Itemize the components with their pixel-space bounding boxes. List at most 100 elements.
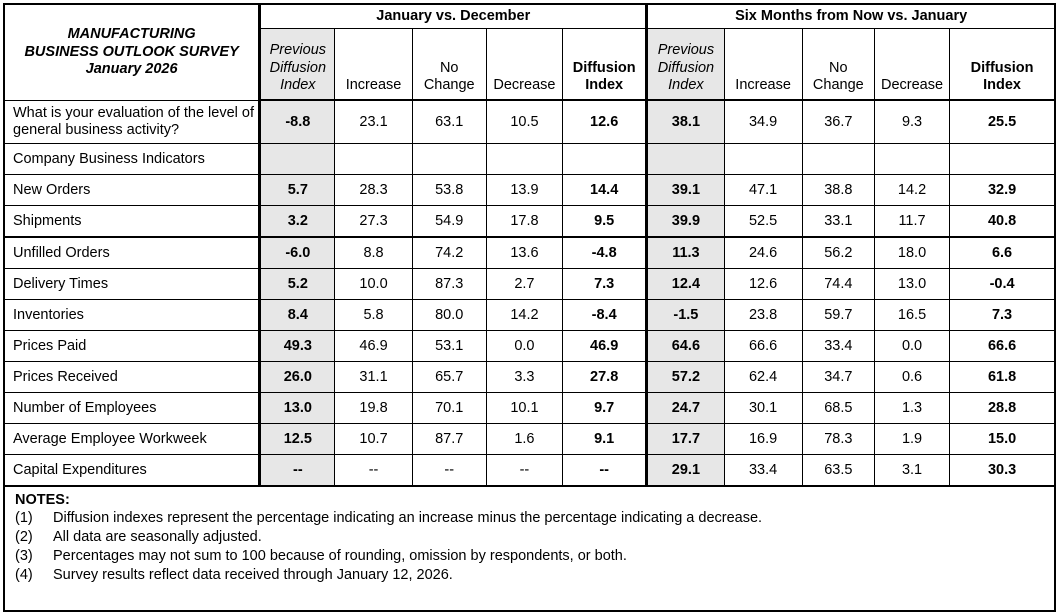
column-header-jan-decrease: Decrease (485, 28, 564, 102)
cell-jan-prev-diffusion: 5.2 (258, 268, 336, 301)
cell-six-increase: 47.1 (723, 174, 803, 207)
cell-jan-diffusion-index: 9.1 (562, 423, 648, 456)
cell-six-prev-diffusion: 12.4 (645, 268, 725, 301)
cell-jan-decrease: 13.6 (485, 236, 564, 270)
survey-title-line3: January 2026 (85, 61, 178, 78)
column-header-jan-increase: Increase (334, 28, 413, 102)
cell-six-diffusion-index: 25.5 (949, 99, 1054, 145)
note-text: All data are seasonally adjusted. (53, 529, 262, 546)
cell-jan-decrease: 3.3 (485, 361, 564, 394)
cell-six-no-change: 36.7 (801, 99, 875, 145)
table-row: Prices Received 26.0 31.1 65.7 3.3 27.8 57.2 62… (5, 361, 1054, 394)
note-number: (4) (15, 567, 33, 584)
cell-jan-increase: -- (334, 454, 413, 488)
cell-jan-no-change: 74.2 (411, 236, 487, 270)
row-label: Prices Received (5, 361, 261, 394)
note-number: (3) (15, 548, 33, 565)
cell-jan-increase: 10.0 (334, 268, 413, 301)
cell-jan-decrease (485, 143, 564, 176)
cell-six-decrease: 11.7 (873, 205, 951, 239)
note-text: Survey results reflect data received thr… (53, 567, 453, 584)
cell-jan-decrease: 0.0 (485, 330, 564, 363)
row-label: Average Employee Workweek (5, 423, 261, 456)
cell-six-decrease: 14.2 (873, 174, 951, 207)
cell-six-prev-diffusion: 57.2 (645, 361, 725, 394)
cell-six-diffusion-index: 6.6 (949, 236, 1054, 270)
table-row: Number of Employees 13.0 19.8 70.1 10.1 9.7 24… (5, 392, 1054, 425)
survey-table-body: What is your evaluation of the level of … (5, 99, 1054, 488)
cell-jan-prev-diffusion: 3.2 (258, 205, 336, 239)
cell-jan-diffusion-index: 7.3 (562, 268, 648, 301)
note-number: (2) (15, 529, 33, 546)
cell-six-decrease: 9.3 (873, 99, 951, 145)
table-row: Capital Expenditures -- -- -- -- -- 29.1 33.4 63… (5, 454, 1054, 488)
cell-six-decrease: 0.6 (873, 361, 951, 394)
row-label: Number of Employees (5, 392, 261, 425)
cell-six-increase: 30.1 (723, 392, 803, 425)
cell-six-decrease: 3.1 (873, 454, 951, 488)
row-label: Unfilled Orders (5, 236, 261, 270)
survey-title: MANUFACTURING BUSINESS OUTLOOK SURVEY Ja… (5, 5, 261, 101)
cell-six-diffusion-index: 66.6 (949, 330, 1054, 363)
row-label: New Orders (5, 174, 261, 207)
column-header-six-decrease: Decrease (873, 28, 951, 102)
cell-jan-diffusion-index: 9.5 (562, 205, 648, 239)
cell-six-no-change: 59.7 (801, 299, 875, 332)
table-row: Delivery Times 5.2 10.0 87.3 2.7 7.3 12.4 12.6 7… (5, 268, 1054, 301)
group-header-january-vs-december: January vs. December (258, 5, 648, 30)
cell-jan-no-change: 70.1 (411, 392, 487, 425)
cell-jan-diffusion-index: 46.9 (562, 330, 648, 363)
cell-jan-no-change: 63.1 (411, 99, 487, 145)
cell-jan-prev-diffusion: -6.0 (258, 236, 336, 270)
table-row: Unfilled Orders -6.0 8.8 74.2 13.6 -4.8 11.3 24… (5, 236, 1054, 270)
row-label: Company Business Indicators (5, 143, 261, 176)
cell-six-prev-diffusion: -1.5 (645, 299, 725, 332)
cell-six-diffusion-index: 7.3 (949, 299, 1054, 332)
cell-jan-no-change: 53.1 (411, 330, 487, 363)
cell-jan-prev-diffusion: -8.8 (258, 99, 336, 145)
column-header-six-diffusion-index: Diffusion Index (949, 28, 1054, 102)
cell-six-increase: 16.9 (723, 423, 803, 456)
cell-six-no-change: 38.8 (801, 174, 875, 207)
cell-jan-prev-diffusion: 13.0 (258, 392, 336, 425)
note-item-3: (3) Percentages may not sum to 100 becau… (15, 548, 1044, 564)
cell-six-prev-diffusion (645, 143, 725, 176)
cell-six-increase: 62.4 (723, 361, 803, 394)
cell-six-decrease: 18.0 (873, 236, 951, 270)
cell-jan-increase: 46.9 (334, 330, 413, 363)
cell-six-decrease (873, 143, 951, 176)
cell-jan-no-change: -- (411, 454, 487, 488)
cell-jan-no-change: 87.3 (411, 268, 487, 301)
cell-six-no-change: 68.5 (801, 392, 875, 425)
cell-six-decrease: 0.0 (873, 330, 951, 363)
table-row: New Orders 5.7 28.3 53.8 13.9 14.4 39.1 47.1 38.… (5, 174, 1054, 207)
row-label: Prices Paid (5, 330, 261, 363)
cell-jan-increase: 8.8 (334, 236, 413, 270)
cell-six-increase: 33.4 (723, 454, 803, 488)
cell-jan-prev-diffusion: 26.0 (258, 361, 336, 394)
cell-jan-prev-diffusion: -- (258, 454, 336, 488)
survey-title-line1: MANUFACTURING (67, 26, 196, 43)
cell-jan-diffusion-index: 14.4 (562, 174, 648, 207)
cell-jan-diffusion-index: 27.8 (562, 361, 648, 394)
cell-jan-no-change (411, 143, 487, 176)
note-item-1: (1) Diffusion indexes represent the perc… (15, 510, 1044, 526)
cell-six-increase: 66.6 (723, 330, 803, 363)
column-header-jan-diffusion-index: Diffusion Index (562, 28, 648, 102)
cell-six-prev-diffusion: 64.6 (645, 330, 725, 363)
cell-jan-decrease: 13.9 (485, 174, 564, 207)
cell-jan-diffusion-index (562, 143, 648, 176)
column-header-jan-no-change: No Change (411, 28, 487, 102)
note-item-4: (4) Survey results reflect data received… (15, 567, 1044, 583)
cell-six-increase: 52.5 (723, 205, 803, 239)
cell-jan-decrease: 10.1 (485, 392, 564, 425)
cell-six-increase: 34.9 (723, 99, 803, 145)
table-row: Inventories 8.4 5.8 80.0 14.2 -8.4 -1.5 23.8 59.… (5, 299, 1054, 332)
cell-jan-increase (334, 143, 413, 176)
cell-jan-decrease: 14.2 (485, 299, 564, 332)
cell-jan-diffusion-index: -8.4 (562, 299, 648, 332)
cell-jan-diffusion-index: -4.8 (562, 236, 648, 270)
cell-six-prev-diffusion: 39.9 (645, 205, 725, 239)
cell-six-increase: 24.6 (723, 236, 803, 270)
cell-six-prev-diffusion: 29.1 (645, 454, 725, 488)
